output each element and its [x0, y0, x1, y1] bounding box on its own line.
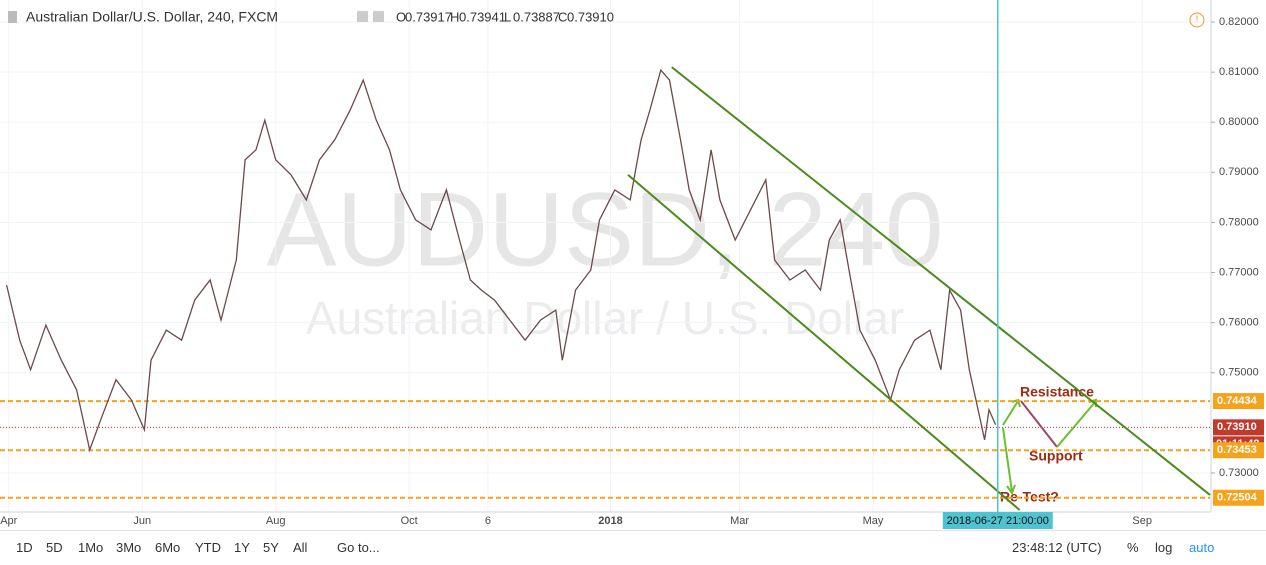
- y-tick-label: 0.78000: [1219, 216, 1259, 228]
- annotation: Support: [1029, 448, 1083, 464]
- background: [0, 0, 1266, 530]
- y-tick-label: 0.82000: [1219, 16, 1259, 28]
- price-line: [5, 68, 997, 453]
- x-tick-label: Apr: [0, 515, 17, 527]
- range-button[interactable]: 5Y: [263, 540, 279, 555]
- annotation: Re-Test?: [1000, 489, 1059, 505]
- ohlc-label: L: [504, 9, 511, 24]
- arrow: [1002, 427, 1016, 496]
- grid: [0, 0, 1210, 512]
- y-tick-label: 0.75000: [1219, 367, 1259, 379]
- x-tick-label: Oct: [401, 515, 418, 527]
- ohlc-label: H: [450, 9, 459, 24]
- price-label: 0.73453: [1217, 444, 1257, 456]
- ohlc-value: 0.73941: [459, 9, 506, 24]
- x-tick-label: Jun: [133, 515, 151, 527]
- range-button[interactable]: 6Mo: [155, 540, 181, 555]
- range-button[interactable]: 5D: [46, 540, 63, 555]
- price-label-box: [1213, 393, 1264, 410]
- range-button[interactable]: All: [293, 540, 308, 555]
- range-button[interactable]: 1Y: [234, 540, 250, 555]
- cursor-label: 2018-06-27 21:00:00: [947, 515, 1049, 527]
- scale-option[interactable]: log: [1155, 540, 1173, 555]
- ohlc-value: 0.73910: [567, 9, 614, 24]
- ohlc-value: 0.73887: [513, 9, 560, 24]
- chart: AUDUSD, 240 Australian Dollar / U.S. Dol…: [0, 0, 1266, 530]
- range-button[interactable]: YTD: [195, 540, 221, 555]
- clock[interactable]: 23:48:12 (UTC): [1012, 540, 1102, 555]
- watermark: AUDUSD, 240: [267, 172, 944, 289]
- x-tick-label: Mar: [730, 515, 749, 527]
- price-label: 0.73910: [1217, 421, 1257, 433]
- range-button[interactable]: 3Mo: [116, 540, 142, 555]
- arrow: [1002, 398, 1021, 426]
- trendline: [627, 174, 1021, 511]
- settings-icon[interactable]: [373, 11, 384, 22]
- y-tick-label: 0.77000: [1219, 266, 1259, 278]
- scale-option[interactable]: auto: [1189, 540, 1215, 555]
- annotation: Resistance: [1020, 384, 1094, 400]
- y-tick-label: 0.79000: [1219, 166, 1259, 178]
- price-label-box: [1213, 442, 1264, 459]
- cursor-label-box: [942, 512, 1053, 529]
- y-tick-label: 0.81000: [1219, 66, 1259, 78]
- price-label: 0.72504: [1217, 492, 1258, 504]
- range-button[interactable]: 1Mo: [78, 540, 104, 555]
- watermark-subtitle: Australian Dollar / U.S. Dollar: [306, 292, 904, 344]
- x-tick-label: 2018: [598, 515, 622, 527]
- y-tick-label: 0.76000: [1219, 317, 1259, 329]
- x-tick-label: Sep: [1132, 515, 1152, 527]
- price-label-box: [1213, 419, 1264, 436]
- price-label: 0.74434: [1217, 395, 1258, 407]
- alert-icon[interactable]: [1189, 12, 1205, 28]
- x-tick-label: Aug: [266, 515, 286, 527]
- eye-icon[interactable]: [357, 11, 368, 22]
- goto-button[interactable]: Go to...: [337, 540, 380, 555]
- ohlc-label: O: [396, 9, 406, 24]
- price-label-box: [1213, 489, 1264, 506]
- ohlc-label: C: [558, 9, 567, 24]
- arrow: [1020, 400, 1058, 448]
- scale-option[interactable]: %: [1127, 540, 1139, 555]
- x-tick-label: May: [863, 515, 884, 527]
- trendline: [671, 66, 1211, 496]
- y-tick-label: 0.80000: [1219, 116, 1259, 128]
- bottom-toolbar: 1D 5D 1Mo 3Mo 6Mo YTD 1Y 5Y All Go to... 23:48:12 …: [0, 530, 1266, 565]
- symbol-icon: [8, 11, 17, 23]
- alert-icon-mark: !: [1196, 15, 1199, 26]
- range-button[interactable]: 1D: [16, 540, 33, 555]
- chart-title: Australian Dollar/U.S. Dollar, 240, FXCM: [26, 9, 278, 25]
- x-tick-label: 6: [485, 515, 491, 527]
- ohlc-value: 0.73917: [405, 9, 452, 24]
- y-tick-label: 0.73000: [1219, 467, 1259, 479]
